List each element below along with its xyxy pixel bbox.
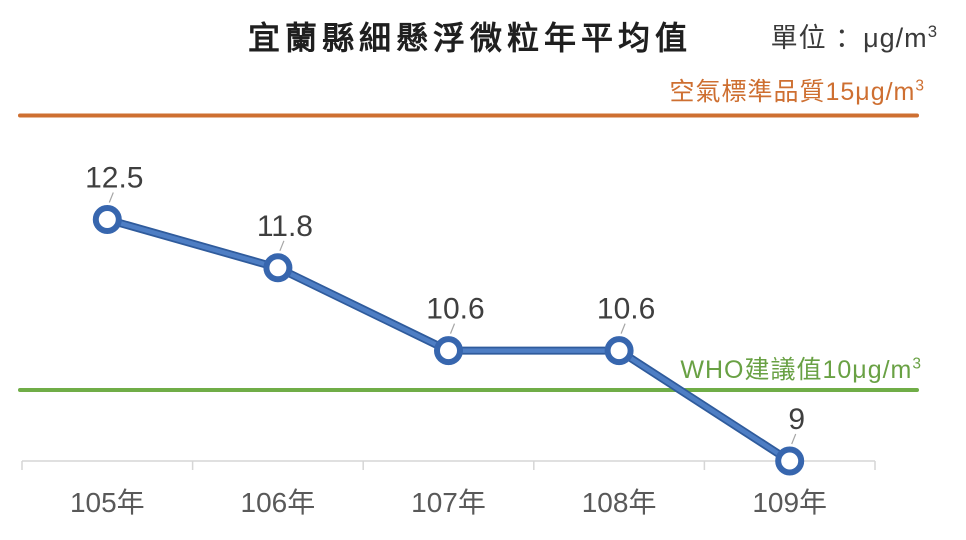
data-label-leader: [791, 433, 797, 445]
data-point-marker: [775, 446, 805, 476]
air-quality-standard-text: 空氣標準品質15μg/m: [669, 78, 916, 106]
who-guideline-text: WHO建議值10μg/m: [680, 356, 913, 384]
unit-label: 單位 ：μg/m3: [771, 16, 938, 55]
data-point-marker: [604, 336, 634, 366]
data-label: 11.8: [257, 210, 313, 243]
x-axis-label: 107年: [411, 487, 486, 518]
data-label-leader: [279, 240, 285, 252]
data-label: 9: [788, 403, 805, 436]
unit-text: 單位 ：μg/m: [770, 23, 928, 53]
data-point-marker: [92, 205, 122, 234]
data-label-leader: [108, 192, 114, 203]
data-label: 10.6: [597, 293, 655, 326]
who-guideline-label: WHO建議值10μg/m3: [680, 350, 922, 386]
data-label: 10.6: [426, 293, 484, 326]
air-quality-standard-superscript: 3: [915, 77, 925, 95]
air-quality-standard-label: 空氣標準品質15μg/m3: [669, 72, 925, 108]
data-label: 12.5: [85, 162, 143, 195]
data-label-leader: [620, 323, 626, 334]
data-label-leader: [449, 323, 456, 334]
data-point-marker: [434, 336, 463, 366]
x-axis-label: 106年: [241, 487, 316, 518]
data-point-marker: [263, 253, 293, 283]
x-axis-label: 105年: [70, 487, 145, 518]
chart-title: 宜蘭縣細懸浮微粒年平均值: [247, 20, 693, 56]
x-axis-label: 109年: [752, 487, 827, 518]
x-axis-label: 108年: [582, 487, 657, 518]
who-guideline-superscript: 3: [912, 355, 922, 373]
unit-superscript: 3: [927, 22, 938, 41]
